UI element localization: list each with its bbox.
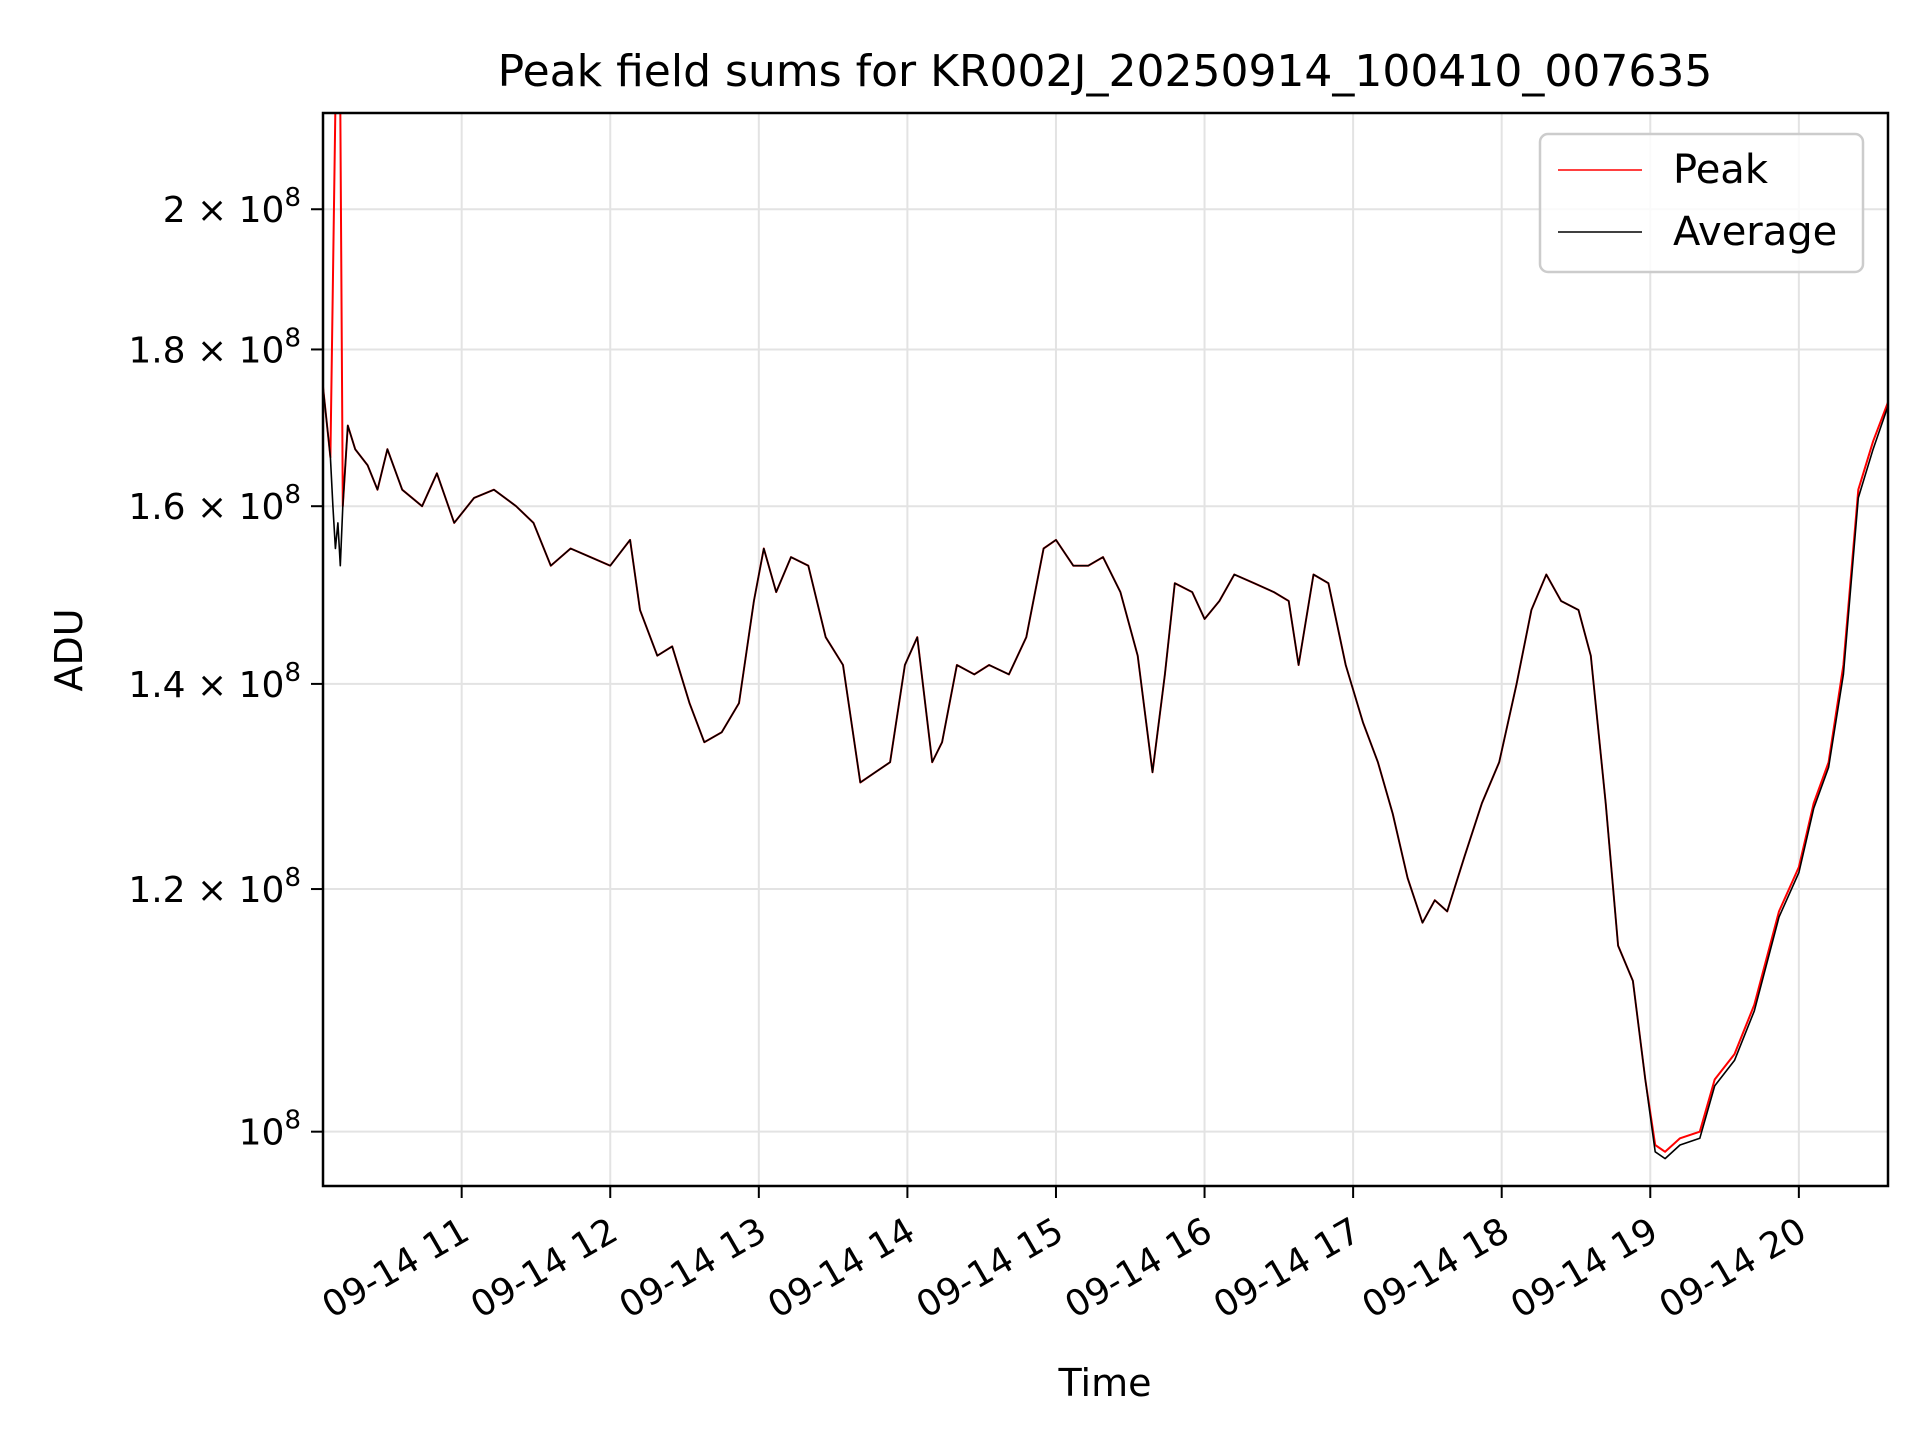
x-axis-label: Time [1058, 1361, 1152, 1405]
y-tick-label: 1.2 × 108 [128, 863, 301, 911]
plot-frame [321, 111, 1890, 1188]
series-line-average [323, 386, 1888, 1160]
y-tick-label: 1.8 × 108 [128, 323, 301, 371]
y-axis-label: ADU [47, 608, 91, 691]
y-tick-label: 2 × 108 [163, 183, 301, 231]
series-layer [323, 113, 1888, 1160]
legend: Peak Average [1538, 132, 1865, 274]
y-tick-label: 1.4 × 108 [128, 658, 301, 706]
y-tick-label: 1.6 × 108 [128, 480, 301, 528]
legend-box [1538, 132, 1865, 274]
legend-label-average: Average [1673, 209, 1837, 255]
chart-title: Peak field sums for KR002J_20250914_1004… [498, 46, 1713, 97]
y-tick-label: 108 [239, 1106, 301, 1154]
legend-label-peak: Peak [1673, 147, 1769, 193]
grid-layer [323, 113, 1888, 1186]
y-axis-ticks: 108 1.2 × 108 1.4 × 108 1.6 × 108 1.8 × 108 2… [128, 183, 323, 1154]
